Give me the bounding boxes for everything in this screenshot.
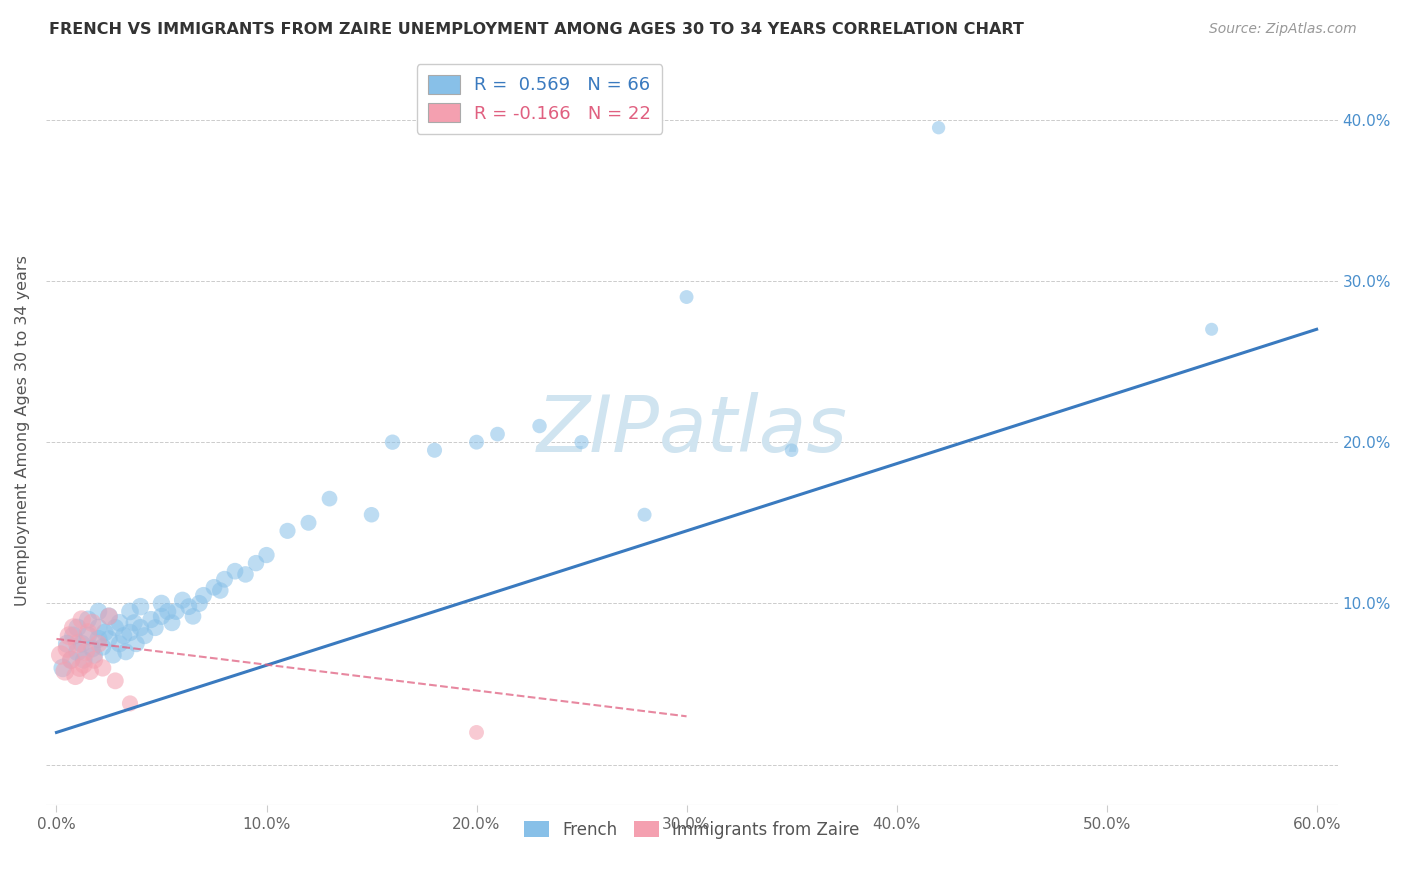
Point [486, 427, 509, 442]
Point [73, 653, 96, 667]
Point [87, 632, 110, 646]
Point [52, 661, 75, 675]
Point [297, 516, 319, 530]
Point [143, 621, 166, 635]
Point [87, 605, 110, 619]
Point [129, 621, 152, 635]
Point [73, 657, 96, 672]
Point [82, 615, 104, 630]
Point [156, 605, 179, 619]
Point [70, 613, 93, 627]
Point [114, 645, 136, 659]
Y-axis label: Unemployment Among Ages 30 to 34 years: Unemployment Among Ages 30 to 34 years [15, 254, 30, 606]
Text: Source: ZipAtlas.com: Source: ZipAtlas.com [1209, 22, 1357, 37]
Point [360, 508, 382, 522]
Point [381, 435, 404, 450]
Point [65, 669, 87, 683]
Point [118, 625, 141, 640]
Text: ZIPatlas: ZIPatlas [536, 392, 848, 468]
Point [465, 435, 488, 450]
Point [139, 613, 162, 627]
Point [112, 629, 135, 643]
Point [150, 596, 173, 610]
Point [91, 661, 114, 675]
Point [928, 120, 950, 135]
Point [94, 625, 117, 640]
Point [77, 613, 100, 627]
Point [202, 580, 225, 594]
Point [125, 637, 148, 651]
Point [60, 653, 83, 667]
Point [675, 290, 697, 304]
Point [62, 621, 84, 635]
Point [79, 664, 101, 678]
Point [104, 621, 127, 635]
Point [209, 583, 232, 598]
Point [122, 615, 145, 630]
Point [129, 599, 152, 614]
Point [56, 641, 79, 656]
Point [118, 605, 141, 619]
Point [98, 609, 121, 624]
Point [58, 629, 80, 643]
Point [465, 725, 488, 739]
Point [49, 648, 72, 662]
Point [1201, 322, 1223, 336]
Point [87, 621, 110, 635]
Point [160, 615, 183, 630]
Point [101, 648, 124, 662]
Point [70, 637, 93, 651]
Point [56, 637, 79, 651]
Point [318, 491, 340, 506]
Point [69, 661, 91, 675]
Point [98, 632, 121, 646]
Point [66, 645, 89, 659]
Point [224, 564, 246, 578]
Point [62, 629, 84, 643]
Point [77, 625, 100, 640]
Point [165, 605, 187, 619]
Point [83, 648, 105, 662]
Point [188, 596, 211, 610]
Point [66, 621, 89, 635]
Point [60, 653, 83, 667]
Point [150, 609, 173, 624]
Point [108, 615, 131, 630]
Point [193, 588, 215, 602]
Point [66, 637, 89, 651]
Point [91, 640, 114, 654]
Point [780, 443, 803, 458]
Point [245, 556, 267, 570]
Point [83, 653, 105, 667]
Point [276, 524, 298, 538]
Point [633, 508, 655, 522]
Point [87, 637, 110, 651]
Point [256, 548, 278, 562]
Legend: French, Immigrants from Zaire: French, Immigrants from Zaire [517, 814, 866, 846]
Point [118, 697, 141, 711]
Point [75, 645, 97, 659]
Point [181, 609, 204, 624]
Point [423, 443, 446, 458]
Point [98, 609, 121, 624]
Point [177, 599, 200, 614]
Point [104, 673, 127, 688]
Point [571, 435, 593, 450]
Text: FRENCH VS IMMIGRANTS FROM ZAIRE UNEMPLOYMENT AMONG AGES 30 TO 34 YEARS CORRELATI: FRENCH VS IMMIGRANTS FROM ZAIRE UNEMPLOY… [49, 22, 1024, 37]
Point [82, 641, 104, 656]
Point [77, 629, 100, 643]
Point [134, 629, 156, 643]
Point [172, 593, 194, 607]
Point [529, 419, 551, 434]
Point [235, 567, 257, 582]
Point [108, 637, 131, 651]
Point [53, 664, 76, 678]
Point [214, 572, 236, 586]
